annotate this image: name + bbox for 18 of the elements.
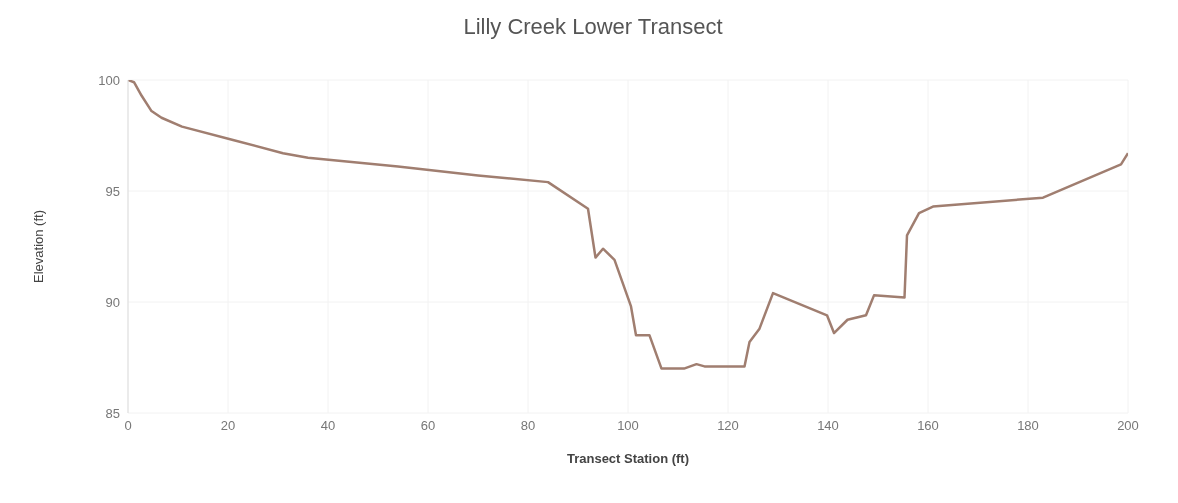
y-tick-label: 95 <box>105 183 120 199</box>
x-tick-label: 0 <box>124 418 132 434</box>
x-tick-label: 200 <box>1117 418 1139 434</box>
x-axis-title: Transect Station (ft) <box>566 451 690 466</box>
x-tick-label: 120 <box>717 418 739 434</box>
x-tick-label: 20 <box>220 418 236 434</box>
y-tick-label: 90 <box>105 294 120 310</box>
x-tick-label: 80 <box>520 418 536 434</box>
y-tick-label: 100 <box>98 72 120 88</box>
x-tick-label: 40 <box>320 418 336 434</box>
y-tick-label: 85 <box>105 405 120 421</box>
x-tick-label: 60 <box>420 418 436 434</box>
x-tick-label: 100 <box>617 418 639 434</box>
x-tick-label: 180 <box>1017 418 1039 434</box>
x-tick-label: 160 <box>917 418 939 434</box>
chart-title: Lilly Creek Lower Transect <box>462 14 724 40</box>
y-axis-title: Elevation (ft) <box>30 210 46 283</box>
x-tick-label: 140 <box>817 418 839 434</box>
